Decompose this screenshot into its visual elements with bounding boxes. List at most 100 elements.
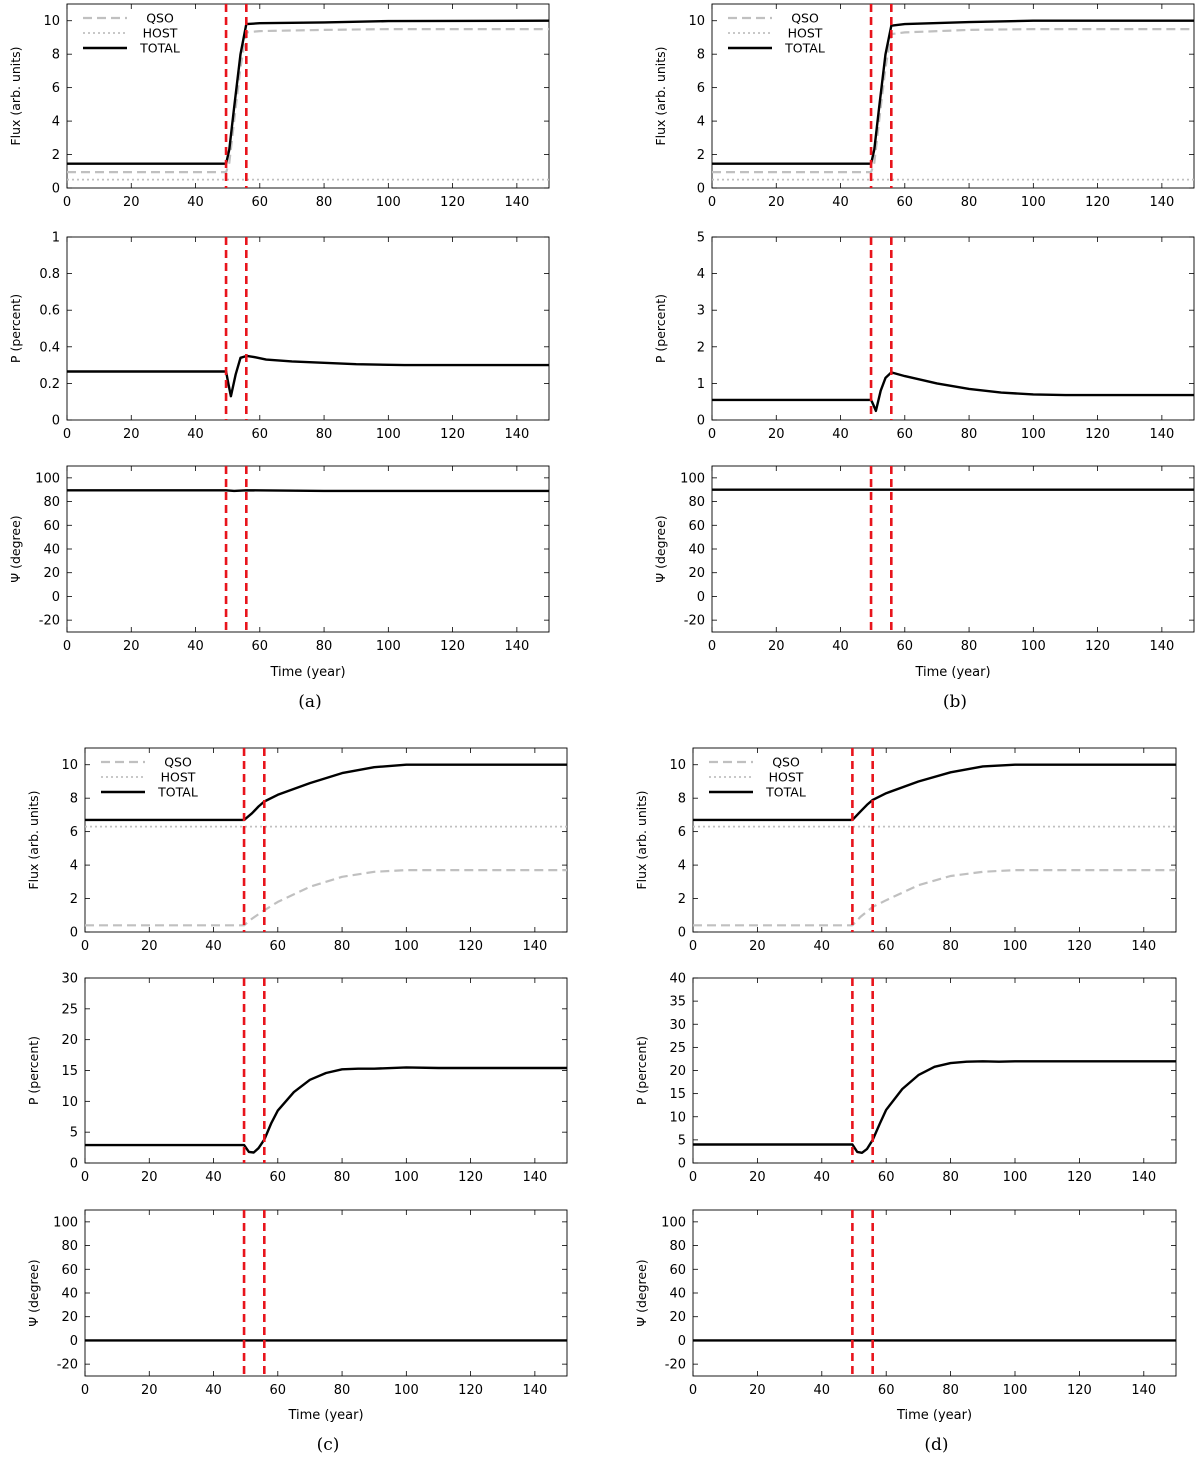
legend-label-host: HOST: [143, 26, 178, 41]
x-tick-label: 0: [689, 1170, 697, 1185]
x-tick-label: 40: [832, 195, 849, 210]
x-tick-label: 120: [458, 939, 483, 954]
y-tick-label: 4: [678, 859, 686, 874]
legend-label-host: HOST: [161, 770, 196, 785]
y-tick-label: 20: [688, 566, 705, 581]
y-tick-label: 0: [678, 1334, 686, 1349]
y-tick-label: 0.6: [39, 304, 60, 319]
x-tick-label: 0: [81, 1170, 89, 1185]
y-tick-label: 20: [61, 1033, 78, 1048]
y-tick-label: 0: [52, 414, 60, 429]
x-axis-label: Time (year): [287, 1408, 363, 1423]
x-tick-label: 40: [832, 427, 849, 442]
x-tick-label: 100: [1003, 939, 1028, 954]
x-tick-label: 140: [522, 1170, 547, 1185]
legend-label-total: TOTAL: [157, 785, 198, 800]
legend-label-qso: QSO: [791, 11, 819, 26]
x-tick-label: 40: [814, 1383, 831, 1398]
y-tick-label: 0: [697, 414, 705, 429]
x-tick-label: 80: [334, 939, 351, 954]
y-tick-label: 80: [61, 1239, 78, 1254]
x-tick-label: 0: [708, 639, 716, 654]
x-tick-label: 20: [141, 939, 158, 954]
y-tick-label: 4: [52, 115, 60, 130]
panel-data: [85, 748, 567, 932]
x-tick-label: 0: [689, 1383, 697, 1398]
x-tick-label: 140: [504, 427, 529, 442]
x-tick-label: 20: [123, 427, 140, 442]
panel-c-2: 0 20 40 60 80 100 120 140 0 5 10 15 20 25 30 P (percent…: [26, 972, 568, 1185]
y-axis-label: Flux (arb. units): [26, 790, 41, 889]
x-tick-label: 20: [749, 939, 766, 954]
x-tick-label: 100: [394, 1170, 419, 1185]
x-tick-label: 100: [394, 1383, 419, 1398]
y-tick-label: 25: [61, 1002, 78, 1017]
x-tick-label: 120: [440, 639, 465, 654]
y-tick-label: 4: [697, 115, 705, 130]
panel-c-1: 0 20 40 60 80 100 120 140 0 2 4 6 8 10 Flux (arb. unit…: [26, 747, 568, 954]
subfigure-label: (b): [943, 692, 967, 712]
series-line-total: [67, 489, 549, 493]
y-tick-label: 0: [52, 590, 60, 605]
y-tick-label: 8: [678, 792, 686, 807]
y-tick-label: 0.4: [39, 340, 60, 355]
series-line-total: [693, 1060, 1176, 1155]
y-tick-label: 60: [43, 519, 60, 534]
series-line-qso: [712, 28, 1194, 174]
x-tick-label: 120: [440, 195, 465, 210]
x-tick-label: 20: [768, 639, 785, 654]
x-tick-label: 60: [252, 195, 269, 210]
y-tick-label: 4: [697, 267, 705, 282]
x-tick-label: 100: [376, 427, 401, 442]
x-tick-label: 80: [961, 639, 978, 654]
y-axis-label: Ψ (degree): [8, 515, 23, 582]
y-tick-label: 2: [52, 148, 60, 163]
x-tick-label: 80: [316, 639, 333, 654]
x-tick-label: 60: [252, 639, 269, 654]
plot-frame: [84, 747, 568, 933]
y-tick-label: 15: [669, 1087, 686, 1102]
y-tick-label: 2: [70, 892, 78, 907]
x-tick-label: 100: [376, 639, 401, 654]
y-tick-label: 6: [52, 81, 60, 96]
x-tick-label: 20: [141, 1383, 158, 1398]
x-tick-label: 100: [394, 939, 419, 954]
y-axis-label: Ψ (degree): [653, 515, 668, 582]
x-tick-label: 0: [708, 195, 716, 210]
y-tick-label: 3: [697, 304, 705, 319]
x-tick-label: 140: [1131, 1383, 1156, 1398]
y-tick-label: 6: [697, 81, 705, 96]
y-tick-label: 20: [669, 1064, 686, 1079]
y-tick-label: 10: [669, 758, 686, 773]
y-tick-label: 60: [669, 1263, 686, 1278]
x-tick-label: 20: [768, 195, 785, 210]
x-tick-label: 20: [768, 427, 785, 442]
y-tick-label: 20: [43, 566, 60, 581]
y-tick-label: 5: [678, 1133, 686, 1148]
x-tick-label: 100: [376, 195, 401, 210]
x-tick-label: 140: [522, 939, 547, 954]
x-tick-label: 140: [1149, 195, 1174, 210]
x-tick-label: 80: [942, 1383, 959, 1398]
y-tick-label: -20: [665, 1358, 686, 1373]
y-tick-label: 4: [70, 859, 78, 874]
series-line-total: [85, 1066, 567, 1154]
y-tick-label: 6: [678, 825, 686, 840]
y-tick-label: 0: [678, 1157, 686, 1172]
x-tick-label: 60: [878, 1170, 895, 1185]
y-tick-label: 8: [70, 792, 78, 807]
y-tick-label: 0: [70, 1334, 78, 1349]
series-line-total: [67, 19, 549, 165]
y-tick-label: 10: [61, 758, 78, 773]
x-axis-label: Time (year): [269, 665, 345, 680]
y-tick-label: 40: [43, 543, 60, 558]
x-tick-label: 80: [316, 427, 333, 442]
y-tick-label: 20: [61, 1310, 78, 1325]
y-tick-label: 20: [669, 1310, 686, 1325]
